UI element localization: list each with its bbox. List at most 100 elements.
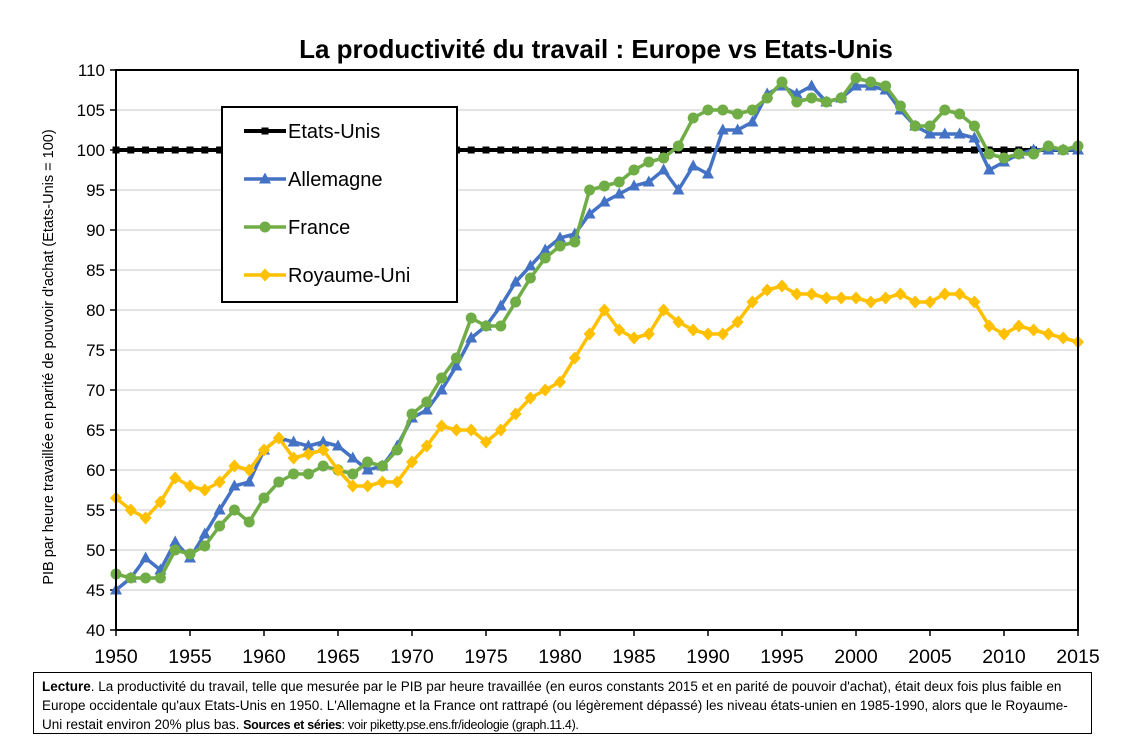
data-point bbox=[142, 146, 150, 154]
x-tick-label: 2010 bbox=[982, 646, 1026, 668]
data-point bbox=[953, 287, 966, 301]
caption-sources-label: Sources et séries bbox=[243, 718, 342, 732]
data-point bbox=[896, 146, 904, 154]
data-point bbox=[748, 146, 756, 154]
data-point bbox=[287, 435, 300, 447]
data-point bbox=[302, 447, 315, 461]
data-point bbox=[494, 299, 507, 311]
y-tick-label: 55 bbox=[86, 501, 105, 520]
data-point bbox=[586, 146, 594, 154]
data-point bbox=[806, 92, 818, 104]
data-point bbox=[1012, 319, 1025, 333]
data-point bbox=[968, 295, 981, 309]
data-point bbox=[732, 108, 744, 120]
data-point bbox=[228, 479, 241, 491]
data-point bbox=[569, 236, 581, 248]
data-point bbox=[658, 152, 670, 164]
data-point bbox=[495, 320, 507, 332]
data-point bbox=[746, 295, 759, 309]
data-point bbox=[761, 92, 773, 104]
data-point bbox=[716, 123, 729, 135]
data-point bbox=[924, 120, 936, 132]
data-point bbox=[850, 291, 862, 305]
data-point bbox=[1042, 140, 1054, 152]
legend-marker bbox=[259, 172, 271, 184]
data-point bbox=[1013, 148, 1025, 160]
legend-item-etats-unis: Etats-Unis bbox=[244, 121, 380, 143]
data-point bbox=[346, 451, 359, 463]
data-point bbox=[228, 459, 241, 473]
data-point bbox=[228, 504, 240, 516]
data-point bbox=[554, 240, 566, 252]
data-point bbox=[820, 291, 833, 305]
y-tick-label: 100 bbox=[77, 141, 105, 160]
x-tick-label: 1980 bbox=[538, 646, 582, 668]
y-tick-label: 90 bbox=[86, 221, 105, 240]
data-point bbox=[613, 176, 625, 188]
data-point bbox=[850, 72, 862, 84]
data-point bbox=[894, 100, 906, 112]
data-point bbox=[822, 146, 830, 154]
data-point bbox=[465, 331, 478, 343]
data-point bbox=[687, 159, 700, 171]
data-point bbox=[124, 503, 137, 517]
data-point bbox=[482, 146, 490, 154]
series-royaume-uni bbox=[110, 279, 1084, 525]
data-point bbox=[689, 146, 697, 154]
data-point bbox=[865, 76, 877, 88]
data-point bbox=[1042, 327, 1055, 341]
data-point bbox=[894, 287, 907, 301]
data-point bbox=[332, 463, 344, 477]
caption-sources-text: : voir piketty.pse.ens.fr/ideologie (gra… bbox=[341, 718, 579, 732]
data-point bbox=[600, 146, 608, 154]
line-chart: La productivité du travail : Europe vs E… bbox=[41, 34, 1100, 668]
caption-box: Lecture. La productivité du travail, tel… bbox=[33, 672, 1092, 734]
data-point bbox=[541, 146, 549, 154]
data-point bbox=[198, 483, 211, 497]
data-point bbox=[421, 396, 433, 408]
data-point bbox=[171, 146, 179, 154]
data-point bbox=[302, 468, 314, 480]
y-axis-label: PIB par heure travaillée en parité de po… bbox=[41, 129, 57, 584]
data-point bbox=[746, 115, 759, 127]
data-point bbox=[909, 120, 921, 132]
legend-marker bbox=[259, 268, 271, 282]
data-point bbox=[317, 443, 330, 457]
data-point bbox=[376, 460, 388, 472]
data-point bbox=[864, 295, 877, 309]
data-point bbox=[450, 352, 462, 364]
series-line bbox=[114, 284, 1079, 520]
data-point bbox=[524, 391, 537, 405]
data-point bbox=[1057, 144, 1069, 156]
data-point bbox=[539, 252, 551, 264]
data-point bbox=[184, 548, 196, 560]
data-point bbox=[1028, 148, 1040, 160]
data-point bbox=[956, 146, 964, 154]
data-point bbox=[494, 423, 507, 437]
data-point bbox=[497, 146, 505, 154]
data-point bbox=[420, 403, 433, 415]
data-point bbox=[169, 471, 182, 485]
data-point bbox=[509, 275, 522, 287]
data-point bbox=[213, 475, 226, 489]
data-point bbox=[731, 315, 744, 329]
data-point bbox=[539, 243, 552, 255]
x-tick-label: 1950 bbox=[94, 646, 138, 668]
data-point bbox=[362, 456, 374, 468]
data-point bbox=[568, 351, 581, 365]
data-point bbox=[970, 146, 978, 154]
data-point bbox=[776, 76, 788, 88]
data-point bbox=[941, 146, 949, 154]
data-point bbox=[510, 296, 522, 308]
data-point bbox=[273, 476, 285, 488]
x-tick-label: 1955 bbox=[168, 646, 212, 668]
data-point bbox=[660, 146, 668, 154]
legend-item-royaume-uni: Royaume-Uni bbox=[244, 265, 410, 287]
data-point bbox=[169, 535, 182, 547]
y-tick-label: 50 bbox=[86, 541, 105, 560]
data-point bbox=[968, 120, 980, 132]
y-tick-label: 110 bbox=[78, 61, 105, 80]
data-point bbox=[613, 187, 626, 199]
data-point bbox=[763, 146, 771, 154]
legend-label: France bbox=[288, 217, 350, 239]
